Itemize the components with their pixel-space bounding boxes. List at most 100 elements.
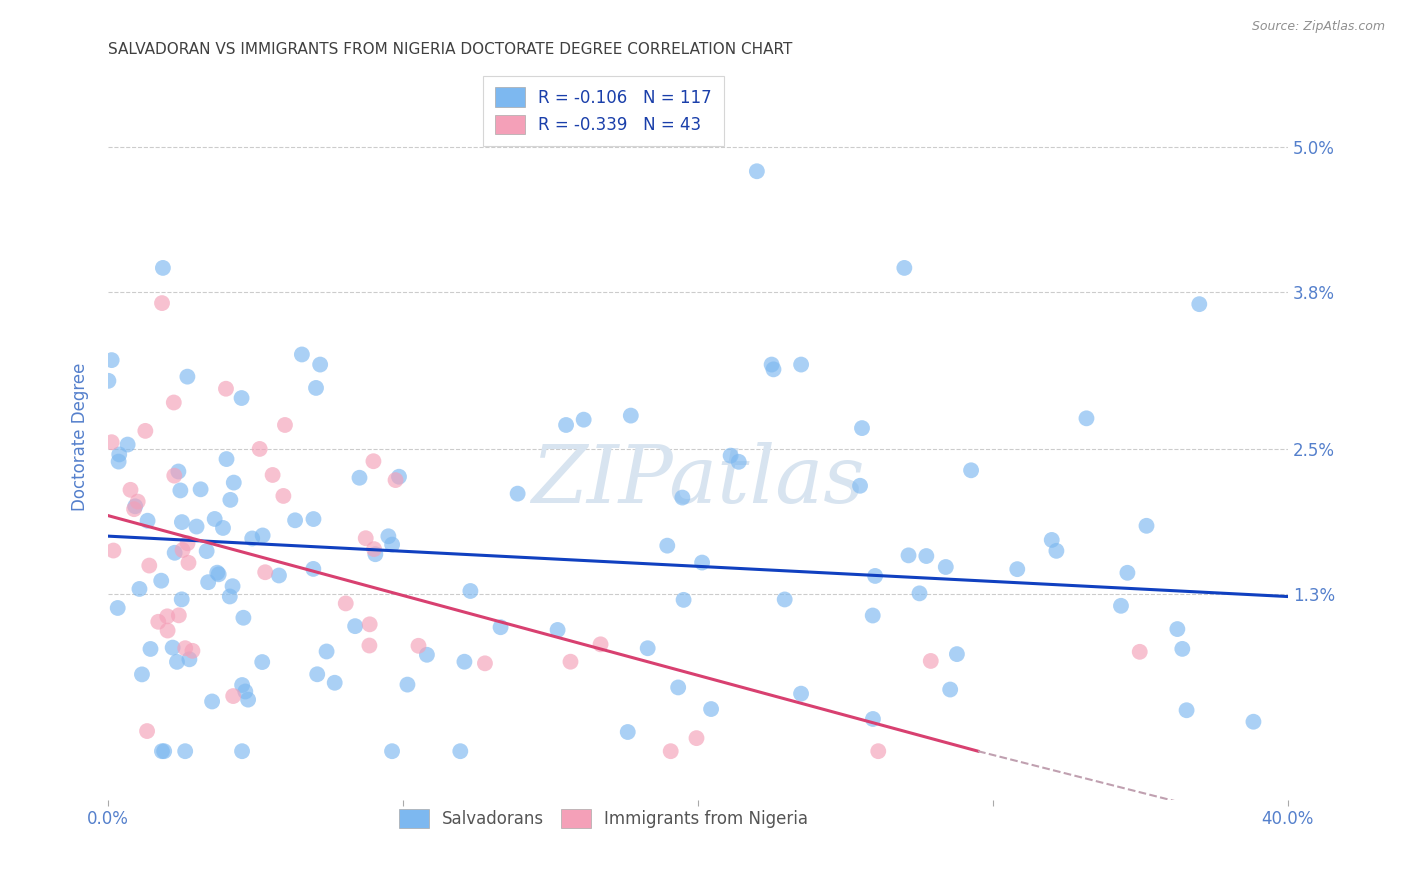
Point bbox=[1188, 297, 1211, 311]
Point bbox=[408, 639, 430, 653]
Point bbox=[745, 164, 768, 178]
Point bbox=[1116, 566, 1139, 580]
Point bbox=[107, 601, 129, 615]
Point bbox=[1040, 533, 1063, 547]
Point bbox=[489, 620, 512, 634]
Point bbox=[307, 667, 329, 681]
Point bbox=[221, 579, 243, 593]
Point bbox=[359, 617, 381, 632]
Point bbox=[128, 582, 150, 596]
Point bbox=[1166, 622, 1188, 636]
Point bbox=[150, 296, 173, 310]
Point bbox=[315, 644, 337, 658]
Y-axis label: Doctorate Degree: Doctorate Degree bbox=[72, 363, 89, 511]
Point bbox=[204, 512, 226, 526]
Point bbox=[139, 642, 162, 657]
Point bbox=[117, 437, 139, 451]
Point bbox=[305, 381, 328, 395]
Point bbox=[100, 435, 122, 450]
Point bbox=[506, 486, 529, 500]
Point bbox=[120, 483, 142, 497]
Point bbox=[474, 657, 496, 671]
Point bbox=[302, 562, 325, 576]
Point bbox=[170, 515, 193, 529]
Point bbox=[291, 347, 314, 361]
Point bbox=[946, 647, 969, 661]
Point bbox=[349, 471, 371, 485]
Text: SALVADORAN VS IMMIGRANTS FROM NIGERIA DOCTORATE DEGREE CORRELATION CHART: SALVADORAN VS IMMIGRANTS FROM NIGERIA DO… bbox=[108, 42, 793, 57]
Point bbox=[589, 637, 612, 651]
Point bbox=[169, 483, 191, 498]
Point bbox=[1175, 703, 1198, 717]
Point bbox=[131, 667, 153, 681]
Point bbox=[236, 692, 259, 706]
Point bbox=[134, 424, 156, 438]
Point bbox=[205, 566, 228, 580]
Point bbox=[249, 442, 271, 456]
Point bbox=[176, 536, 198, 550]
Point bbox=[790, 358, 813, 372]
Point bbox=[620, 409, 643, 423]
Point bbox=[170, 592, 193, 607]
Point bbox=[273, 489, 295, 503]
Point bbox=[354, 531, 377, 545]
Text: ZIPatlas: ZIPatlas bbox=[531, 442, 865, 519]
Point bbox=[284, 513, 307, 527]
Point bbox=[163, 395, 186, 409]
Point bbox=[240, 532, 263, 546]
Point bbox=[637, 641, 659, 656]
Point bbox=[201, 694, 224, 708]
Point bbox=[124, 500, 146, 514]
Point bbox=[197, 575, 219, 590]
Point bbox=[659, 744, 682, 758]
Point bbox=[97, 374, 120, 388]
Point bbox=[222, 475, 245, 490]
Point bbox=[1007, 562, 1029, 576]
Point bbox=[700, 702, 723, 716]
Point bbox=[232, 611, 254, 625]
Point bbox=[163, 546, 186, 560]
Point bbox=[396, 677, 419, 691]
Point bbox=[690, 556, 713, 570]
Point bbox=[190, 483, 212, 497]
Point bbox=[138, 558, 160, 573]
Point bbox=[163, 468, 186, 483]
Point bbox=[150, 744, 173, 758]
Point bbox=[672, 592, 695, 607]
Point bbox=[935, 560, 957, 574]
Point bbox=[122, 502, 145, 516]
Point bbox=[162, 640, 184, 655]
Point bbox=[215, 382, 238, 396]
Point bbox=[103, 543, 125, 558]
Point bbox=[388, 469, 411, 483]
Point bbox=[381, 538, 404, 552]
Point bbox=[166, 655, 188, 669]
Point bbox=[868, 744, 890, 758]
Point bbox=[233, 684, 256, 698]
Point bbox=[616, 725, 638, 739]
Point bbox=[381, 744, 404, 758]
Point bbox=[254, 566, 277, 580]
Point bbox=[335, 596, 357, 610]
Point bbox=[359, 639, 381, 653]
Point bbox=[195, 544, 218, 558]
Point bbox=[231, 391, 253, 405]
Point bbox=[186, 519, 208, 533]
Point bbox=[274, 417, 297, 432]
Point bbox=[222, 689, 245, 703]
Point bbox=[897, 549, 920, 563]
Point bbox=[862, 712, 884, 726]
Point bbox=[1171, 641, 1194, 656]
Point bbox=[156, 624, 179, 638]
Point bbox=[208, 567, 231, 582]
Point bbox=[1109, 599, 1132, 613]
Point bbox=[107, 454, 129, 468]
Point bbox=[212, 521, 235, 535]
Point bbox=[148, 615, 170, 629]
Point bbox=[384, 473, 406, 487]
Point bbox=[761, 358, 783, 372]
Point bbox=[218, 590, 240, 604]
Point bbox=[1135, 518, 1157, 533]
Point bbox=[762, 362, 785, 376]
Point bbox=[176, 369, 198, 384]
